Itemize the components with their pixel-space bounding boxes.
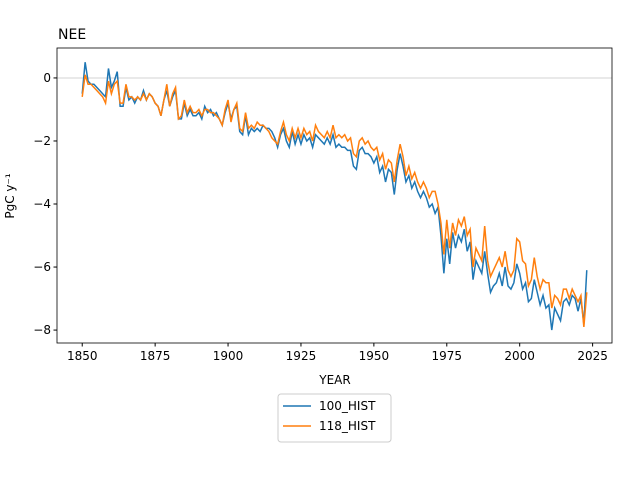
y-tick-label: −6 <box>33 260 51 274</box>
y-tick-label: 0 <box>43 71 51 85</box>
y-tick-label: −2 <box>33 134 51 148</box>
x-tick-label: 1875 <box>140 349 171 363</box>
x-tick-label: 2025 <box>577 349 608 363</box>
legend-label: 118_HIST <box>319 419 376 433</box>
y-tick-label: −8 <box>33 323 51 337</box>
legend-label: 100_HIST <box>319 399 376 413</box>
x-tick-label: 2000 <box>504 349 535 363</box>
y-tick-label: −4 <box>33 197 51 211</box>
series-line <box>81 74 588 327</box>
x-tick-label: 1975 <box>432 349 463 363</box>
chart-title: NEE <box>58 27 86 43</box>
y-axis-label: PgC y⁻¹ <box>3 173 17 218</box>
x-tick-label: 1850 <box>67 349 98 363</box>
axes-frame <box>56 47 613 344</box>
x-tick-label: 1925 <box>286 349 317 363</box>
series-line <box>81 62 588 331</box>
x-tick-label: 1950 <box>359 349 390 363</box>
x-axis-label: YEAR <box>318 373 350 387</box>
x-tick-label: 1900 <box>213 349 244 363</box>
